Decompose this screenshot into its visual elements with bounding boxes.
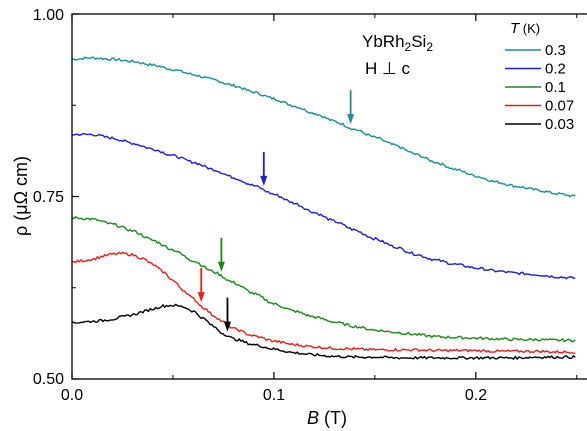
series-line	[72, 132, 576, 280]
y-tick-label: 0.75	[33, 189, 64, 206]
transition-arrow-head	[347, 114, 355, 125]
legend: T (K) 0.3 0.20.1 0.070.03	[505, 20, 574, 133]
transition-arrow-head	[223, 321, 231, 332]
series-line	[72, 303, 576, 361]
legend-label: 0.03	[545, 116, 574, 133]
legend-label: 0.3	[545, 42, 566, 59]
field-direction-annotation: H ⊥ c	[365, 59, 411, 78]
series-line	[72, 56, 576, 198]
y-axis-label: ρ (μΩ cm)	[11, 156, 31, 236]
transition-arrow-head	[217, 261, 225, 272]
x-tick-label: 0.0	[61, 387, 83, 404]
x-axis-label: B (T)	[307, 408, 347, 428]
transition-arrow-head	[197, 292, 205, 303]
transition-arrow-head	[260, 175, 268, 186]
x-tick-label: 0.2	[465, 387, 487, 404]
series-layer	[72, 56, 576, 361]
tick-layer	[71, 13, 578, 380]
y-tick-label: 1.00	[33, 7, 64, 24]
series-line	[72, 215, 576, 343]
x-tick-label: 0.1	[263, 387, 285, 404]
y-tick-label: 0.50	[33, 371, 64, 388]
legend-label: 0.07	[545, 98, 574, 115]
legend-title: T (K)	[510, 20, 540, 37]
series-line	[72, 251, 576, 354]
legend-label: 0.1	[545, 79, 566, 96]
arrow-layer	[197, 90, 355, 332]
material-annotation: YbRh2​Si2​	[362, 32, 433, 54]
legend-label: 0.2	[545, 61, 566, 78]
